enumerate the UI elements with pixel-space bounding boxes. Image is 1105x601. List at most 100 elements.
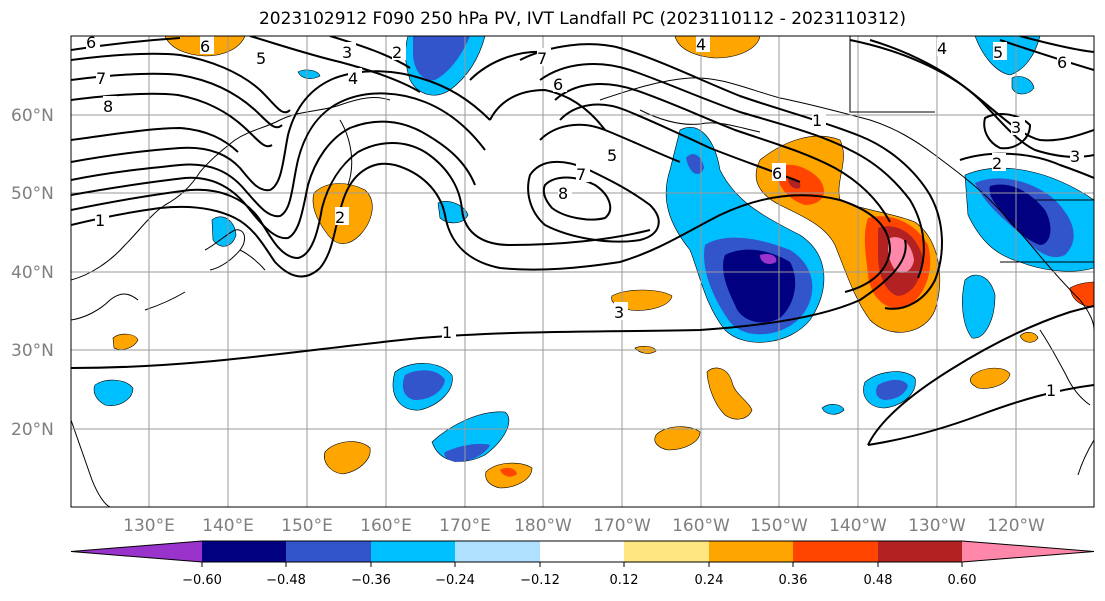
contour-label: 5 (607, 146, 617, 165)
contour-label: 5 (993, 43, 1003, 62)
colorbar-swatch (286, 541, 371, 562)
positive-anomaly-region (500, 467, 517, 477)
coastlines (71, 77, 1094, 507)
contour-label: 7 (96, 69, 106, 88)
lon-tick-label: 160°E (360, 516, 412, 536)
colorbar-tick-label: 0.60 (948, 573, 977, 588)
region-boundaries (849, 36, 1094, 263)
negative-anomaly-region (686, 154, 704, 174)
positive-anomaly-region (1069, 281, 1094, 307)
lon-tick-label: 130°E (123, 516, 175, 536)
lat-tick-label: 20°N (11, 420, 54, 440)
lon-tick-label: 140°E (202, 516, 254, 536)
contour-label: 1 (95, 211, 105, 230)
colorbar-swatch (962, 541, 1094, 562)
contour-label: 3 (342, 43, 352, 62)
colorbar-tick-label: −0.36 (351, 573, 391, 588)
contour-label: 8 (558, 184, 568, 203)
lat-tick-label: 50°N (11, 184, 54, 204)
positive-anomaly-region (706, 367, 753, 420)
negative-anomaly-region (989, 184, 1051, 245)
gridlines (71, 36, 1094, 507)
lon-tick-label: 120°W (987, 516, 1045, 536)
lon-tick-label: 170°E (439, 516, 491, 536)
colorbar-swatch (71, 541, 202, 562)
positive-anomaly-region (1019, 332, 1039, 343)
colorbar-tick-label: −0.24 (435, 573, 475, 588)
negative-anomaly-region (413, 36, 470, 81)
negative-anomaly-region (876, 379, 908, 400)
contour-label: 7 (537, 49, 547, 68)
lon-tick-label: 150°W (750, 516, 808, 536)
positive-anomaly-region (112, 333, 139, 350)
lon-tick-label: 140°W (829, 516, 887, 536)
colorbar: −0.60 −0.48 −0.36 −0.24 −0.12 0.12 0.24 0.36 0.4… (70, 540, 1095, 588)
colorbar-ticks: −0.60 −0.48 −0.36 −0.24 −0.12 0.12 0.24 0.36 0.4… (182, 562, 976, 588)
contour-label: 3 (614, 303, 624, 322)
colorbar-swatch (624, 541, 709, 562)
contour-labels: 6 6 5 7 8 3 4 2 7 6 4 5 7 8 (86, 33, 1084, 400)
colorbar-tick-label: 0.24 (695, 573, 724, 588)
positive-anomaly-region (324, 441, 371, 475)
contour-label: 4 (348, 69, 358, 88)
contour-label: 5 (256, 49, 266, 68)
colorbar-swatch (709, 541, 793, 562)
lat-tick-label: 60°N (11, 106, 54, 126)
contour-label: 4 (937, 39, 947, 58)
colorbar-swatch (455, 541, 540, 562)
contour-label: 6 (86, 33, 96, 52)
colorbar-swatch (793, 541, 878, 562)
contour-label: 1 (812, 111, 822, 130)
negative-anomaly-region (723, 249, 796, 323)
contour-label: 1 (442, 323, 452, 342)
colorbar-swatch (202, 541, 286, 562)
longitude-axis: 130°E 140°E 150°E 160°E 170°E 180°W 170°… (123, 516, 1045, 536)
contour-label: 2 (392, 43, 402, 62)
contour-label: 3 (1070, 147, 1080, 166)
contour-label: 7 (576, 165, 586, 184)
lat-tick-label: 40°N (11, 263, 54, 283)
colorbar-tick-label: 0.48 (864, 573, 893, 588)
colorbar-segments (70, 540, 1095, 563)
contour-label: 6 (772, 164, 782, 183)
pv-contours (71, 36, 1094, 446)
contour-label: 3 (1011, 118, 1021, 137)
lon-tick-label: 170°W (593, 516, 651, 536)
colorbar-tick-label: −0.12 (520, 573, 560, 588)
colorbar-swatch (371, 541, 455, 562)
colorbar-swatch (540, 541, 624, 562)
latitude-axis: 60°N 50°N 40°N 30°N 20°N (11, 106, 54, 440)
contour-label: 4 (696, 35, 706, 54)
positive-anomaly-region (887, 237, 914, 273)
colorbar-swatch (878, 541, 962, 562)
lat-tick-label: 30°N (11, 341, 54, 361)
positive-anomaly-region (654, 426, 701, 451)
negative-anomaly-region (1011, 76, 1035, 95)
plot-frame (70, 35, 1095, 508)
contour-label: 6 (200, 37, 210, 56)
negative-anomaly-region (402, 370, 445, 400)
negative-anomaly-region (974, 36, 1041, 76)
colorbar-tick-label: −0.60 (182, 573, 222, 588)
lon-tick-label: 160°W (672, 516, 730, 536)
positive-anomaly-region (969, 367, 1011, 389)
contour-label: 2 (992, 154, 1002, 173)
lon-tick-label: 130°W (908, 516, 966, 536)
negative-anomaly-region (444, 443, 490, 462)
contour-label: 6 (1057, 53, 1067, 72)
colorbar-tick-label: −0.48 (266, 573, 306, 588)
negative-anomaly-region (821, 404, 845, 415)
map-title: 2023102912 F090 250 hPa PV, IVT Landfall… (258, 9, 906, 29)
negative-anomaly-region (211, 216, 237, 247)
negative-anomaly-region (93, 379, 134, 406)
lon-tick-label: 180°W (514, 516, 572, 536)
contour-label: 1 (1046, 381, 1056, 400)
colorbar-tick-label: 0.36 (779, 573, 808, 588)
contour-label: 6 (553, 75, 563, 94)
contour-label: 2 (335, 208, 345, 227)
negative-anomaly-region (962, 274, 996, 339)
colorbar-tick-label: 0.12 (610, 573, 639, 588)
lon-tick-label: 150°E (281, 516, 333, 536)
contour-label: 8 (103, 97, 113, 116)
